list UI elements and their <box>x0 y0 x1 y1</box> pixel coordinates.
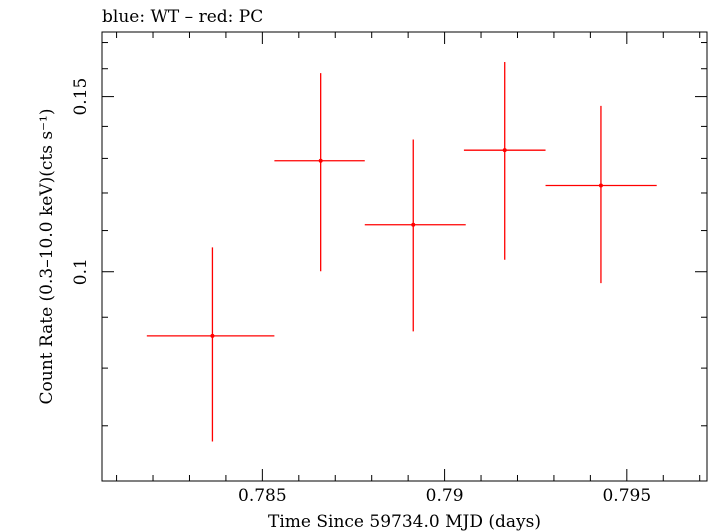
chart-title: blue: WT – red: PC <box>102 7 263 27</box>
point-marker <box>502 148 507 153</box>
axis-ticks <box>102 32 707 481</box>
data-point <box>545 105 657 284</box>
point-marker <box>210 333 215 338</box>
y-axis-label: Count Rate (0.3–10.0 keV)(cts s⁻¹) <box>37 109 57 405</box>
y-tick-label: 0.1 <box>71 258 91 285</box>
x-axis-label: Time Since 59734.0 MJD (days) <box>268 512 541 532</box>
data-point <box>274 73 365 272</box>
x-tick-label: 0.795 <box>602 486 651 506</box>
point-marker <box>411 222 416 227</box>
y-tick-label: 0.15 <box>71 78 91 116</box>
point-marker <box>318 158 323 163</box>
data-point <box>146 247 275 442</box>
plot-frame <box>101 31 708 482</box>
data-point <box>364 139 466 332</box>
point-marker <box>598 183 603 188</box>
x-tick-label: 0.785 <box>238 486 287 506</box>
data-point <box>463 62 546 260</box>
tick-labels: 0.785 0.79 0.795 0.1 0.15 <box>71 78 651 506</box>
data-points <box>146 62 657 442</box>
x-tick-label: 0.79 <box>426 486 464 506</box>
